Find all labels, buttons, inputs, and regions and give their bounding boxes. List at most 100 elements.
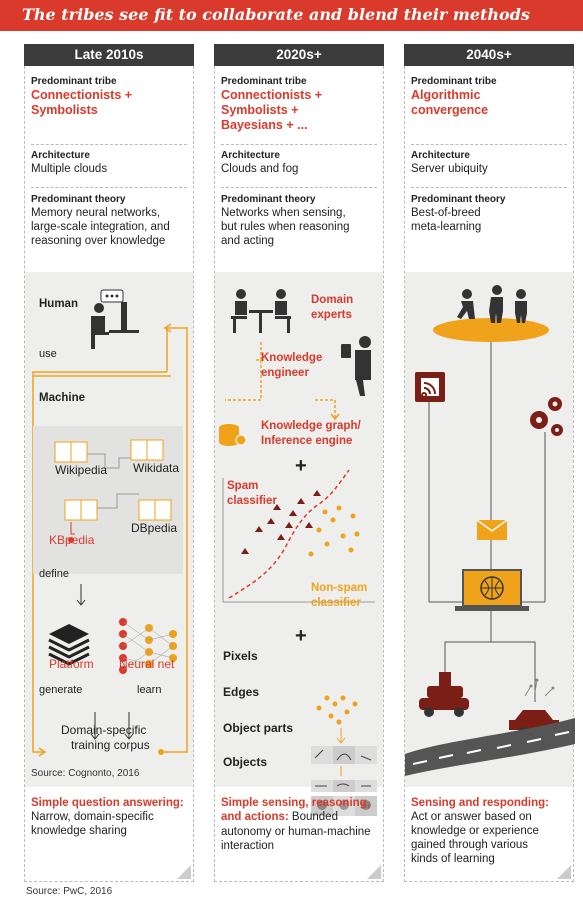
column-late-2010s: Late 2010s Predominant tribe Connectioni… xyxy=(24,44,194,882)
human-label: Human xyxy=(39,298,78,310)
tribe-value: Connectionists + xyxy=(31,88,133,102)
theory-value: reasoning over knowledge xyxy=(31,235,166,247)
column-body: Predominant tribe Algorithmic convergenc… xyxy=(404,66,575,882)
theory-label: Predominant theory xyxy=(221,194,316,205)
architecture-label: Architecture xyxy=(221,150,280,161)
summary-text: autonomy or human-machine xyxy=(221,826,371,838)
summary-title: Sensing and responding: xyxy=(411,797,550,809)
platform-label: Platform xyxy=(49,657,94,671)
theory-value: and acting xyxy=(221,235,275,247)
object-parts-label: Object parts xyxy=(223,721,294,735)
column-header: Late 2010s xyxy=(24,44,194,66)
theory-value: but rules when reasoning xyxy=(221,221,350,233)
column-header: 2020s+ xyxy=(214,44,384,66)
divider xyxy=(31,144,187,145)
summary-section: Simple sensing, reasoning, and actions: … xyxy=(221,796,377,853)
domain-experts-meeting-icon xyxy=(231,289,291,333)
objects-label: Objects xyxy=(223,755,268,769)
neural-net-label: Neural net xyxy=(119,657,175,671)
summary-text: interaction xyxy=(221,840,275,852)
architecture-section: Architecture Server ubiquity xyxy=(411,150,567,176)
summary-text: Bounded xyxy=(288,811,338,823)
human-at-desk-icon xyxy=(91,289,139,349)
knowledge-engineer-label: Knowledge xyxy=(261,352,323,364)
summary-section: Simple question answering: Narrow, domai… xyxy=(31,796,187,838)
edges-image-tiles xyxy=(311,746,377,764)
machine-label: Machine xyxy=(39,392,86,404)
platform-disc xyxy=(433,318,549,342)
title-banner: The tribes see fit to collaborate and bl… xyxy=(0,0,583,31)
summary-text: Narrow, domain-specific xyxy=(31,811,154,823)
spam-classifier-label: Spam xyxy=(227,480,259,492)
wireless-signal-icon xyxy=(415,372,445,402)
column-2020s: 2020s+ Predominant tribe Connectionists … xyxy=(214,44,384,882)
theory-section: Predominant theory Best-of-breed meta-le… xyxy=(411,194,567,234)
page-fold-corner xyxy=(177,865,191,879)
learn-label: learn xyxy=(137,684,162,696)
theory-value: large-scale integration, and xyxy=(31,221,170,233)
knowledge-graph-label: Inference engine xyxy=(261,435,353,447)
wikipedia-label: Wikipedia xyxy=(55,463,108,477)
summary-title: and actions: xyxy=(221,811,289,823)
banner-title: The tribes see fit to collaborate and bl… xyxy=(22,5,530,24)
divider xyxy=(411,187,567,188)
edges-label: Edges xyxy=(223,685,260,699)
domain-experts-label: experts xyxy=(311,309,352,321)
architecture-label: Architecture xyxy=(411,150,470,161)
theory-label: Predominant theory xyxy=(31,194,126,205)
architecture-value: Clouds and fog xyxy=(221,163,299,175)
tribe-section: Predominant tribe Connectionists + Symbo… xyxy=(221,76,377,133)
tribe-label: Predominant tribe xyxy=(411,76,497,87)
theory-section: Predominant theory Memory neural network… xyxy=(31,194,187,248)
summary-title: Simple sensing, reasoning, xyxy=(221,797,370,809)
column-2040s: 2040s+ Predominant tribe Algorithmic con… xyxy=(404,44,575,882)
define-label: define xyxy=(39,568,69,580)
architecture-value: Multiple clouds xyxy=(31,163,108,175)
column-header: 2040s+ xyxy=(404,44,574,66)
summary-text: gained through various xyxy=(411,839,528,851)
column-body: Predominant tribe Connectionists + Symbo… xyxy=(24,66,194,882)
divider xyxy=(411,144,567,145)
tribe-label: Predominant tribe xyxy=(221,76,307,87)
generate-label: generate xyxy=(39,684,83,696)
divider xyxy=(221,144,377,145)
summary-text: kinds of learning xyxy=(411,853,495,865)
gears-icon xyxy=(530,397,563,436)
wikidata-book-icon xyxy=(130,439,164,461)
object-parts-image-tiles xyxy=(311,780,377,792)
theory-value: Networks when sensing, xyxy=(221,207,346,219)
people-group-icon xyxy=(457,285,527,323)
knowledge-engineer-label: engineer xyxy=(261,367,309,379)
objects-image-tiles xyxy=(311,796,377,816)
knowledge-flow-diagram xyxy=(32,289,188,757)
neural-net-icon xyxy=(119,618,177,674)
pixels-label: Pixels xyxy=(223,649,258,663)
architecture-label: Architecture xyxy=(31,150,90,161)
knowledge-graph-label: Knowledge graph/ xyxy=(261,420,361,432)
summary-title: Simple question answering: xyxy=(31,797,184,809)
spam-scatter-plot xyxy=(222,469,375,603)
knowledge-engineer-icon xyxy=(341,336,371,396)
column-body: Predominant tribe Connectionists + Symbo… xyxy=(214,66,384,882)
non-spam-classifier-label: Non-spam xyxy=(311,582,368,594)
tribe-value: Bayesians + ... xyxy=(221,118,308,132)
robot-vehicle-icon xyxy=(419,672,469,717)
diagram-source: Source: Cognonto, 2016 xyxy=(31,768,140,779)
architecture-value: Server ubiquity xyxy=(411,163,488,175)
kbpedia-label: KBpedia xyxy=(49,533,95,547)
tribe-value: Symbolists xyxy=(31,103,98,117)
ubiquity-diagram xyxy=(405,285,575,776)
wikipedia-book-icon xyxy=(54,441,88,463)
page-fold-corner xyxy=(557,865,571,879)
use-label: use xyxy=(39,348,57,360)
corpus-label: training corpus xyxy=(71,738,150,752)
non-spam-classifier-label: classifier xyxy=(311,597,361,609)
tribe-value: Algorithmic xyxy=(411,88,481,102)
knowledge-graph-database-icon xyxy=(219,424,247,446)
footer-source: Source: PwC, 2016 xyxy=(26,886,113,897)
theory-value: meta-learning xyxy=(411,221,482,233)
dbpedia-book-icon xyxy=(138,499,172,521)
dbpedia-label: DBpedia xyxy=(131,521,178,535)
road-illustration xyxy=(405,718,575,776)
summary-text: knowledge or experience xyxy=(411,825,539,837)
